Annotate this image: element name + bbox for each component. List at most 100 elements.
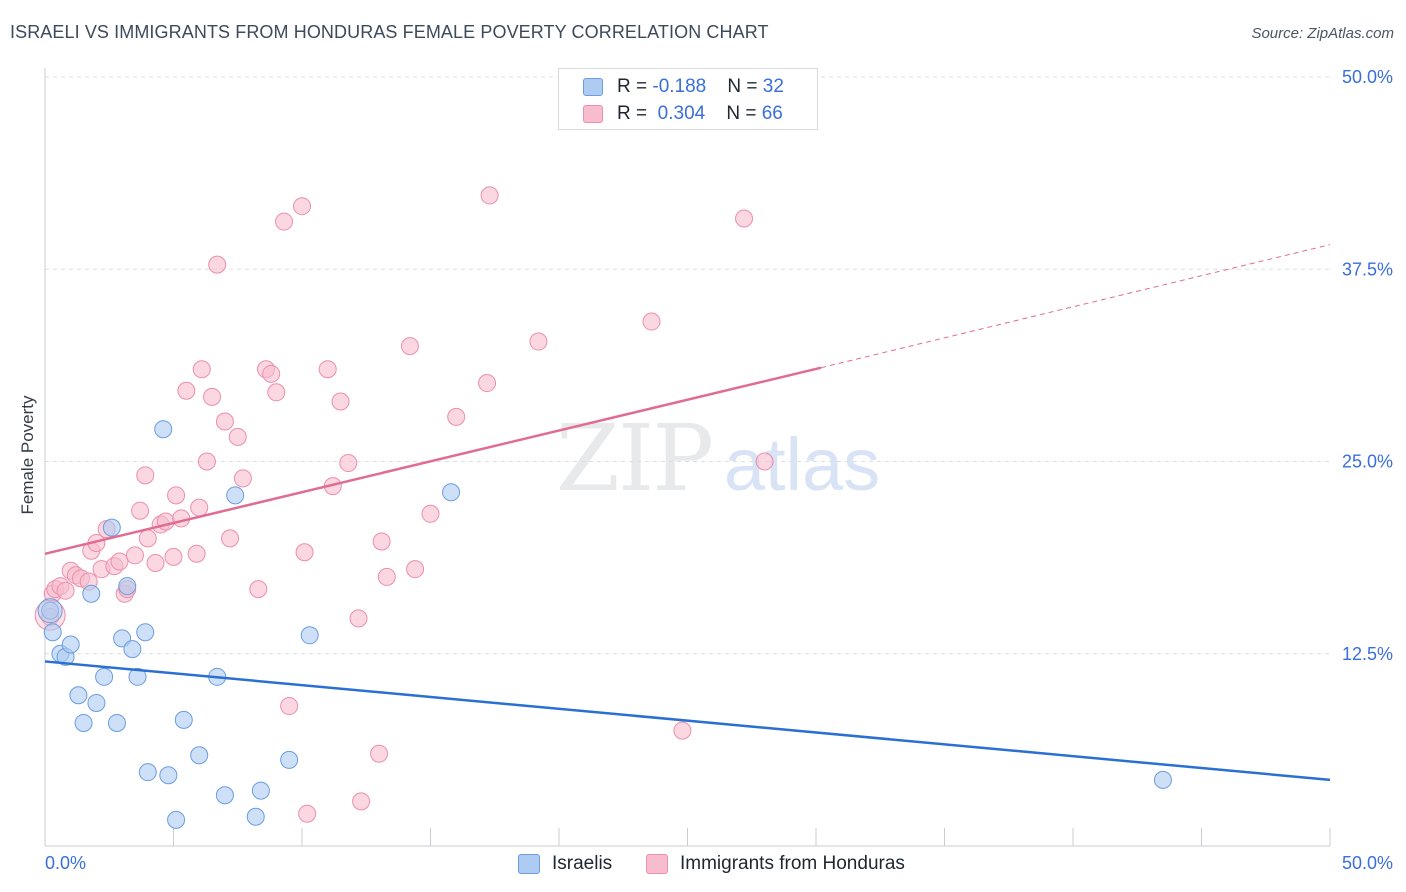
honduras-point xyxy=(56,581,75,600)
israelis-point xyxy=(174,710,193,729)
y-tick-label: 12.5% xyxy=(1342,644,1393,664)
israelis-point xyxy=(118,577,137,596)
honduras-point xyxy=(177,381,196,400)
honduras-point xyxy=(295,543,314,562)
honduras-point xyxy=(138,529,157,548)
r-value-honduras: 0.304 xyxy=(657,103,706,124)
israelis-point xyxy=(102,518,121,537)
israelis-legend-label: Israelis xyxy=(552,853,613,874)
honduras-point xyxy=(478,374,497,393)
honduras-point xyxy=(673,721,692,740)
honduras-point xyxy=(421,504,440,523)
israelis-point xyxy=(190,746,209,765)
israelis-point xyxy=(138,763,157,782)
israelis-point xyxy=(74,713,93,732)
honduras-point xyxy=(221,529,240,548)
honduras-point xyxy=(377,567,396,586)
honduras-point xyxy=(642,312,661,331)
honduras-legend-swatch xyxy=(646,854,668,874)
honduras-point xyxy=(318,360,337,379)
watermark-zip: ZIP xyxy=(556,405,712,512)
israelis-point xyxy=(251,781,270,800)
honduras-point xyxy=(755,452,774,471)
source-credit: Source: ZipAtlas.com xyxy=(1251,25,1394,42)
honduras-point xyxy=(400,337,419,356)
bottom-legend-honduras: Immigrants from Honduras xyxy=(646,851,905,877)
israelis-point xyxy=(167,810,186,829)
honduras-trend-extension xyxy=(821,244,1331,369)
honduras-point xyxy=(233,469,252,488)
israelis-point xyxy=(41,601,60,620)
honduras-point xyxy=(275,212,294,231)
israelis-point xyxy=(1153,770,1172,789)
honduras-point xyxy=(197,452,216,471)
israelis-swatch xyxy=(583,78,603,96)
honduras-point xyxy=(125,546,144,565)
n-value-israelis: 32 xyxy=(762,76,784,97)
honduras-point xyxy=(215,412,234,431)
honduras-point xyxy=(267,383,286,402)
honduras-point xyxy=(293,197,311,216)
honduras-point xyxy=(164,547,183,566)
x-tick-label-max: 50.0% xyxy=(1342,853,1393,873)
israelis-point xyxy=(246,807,265,826)
honduras-point xyxy=(339,454,358,473)
n-label: N = xyxy=(726,103,762,124)
israelis-point xyxy=(82,584,101,603)
honduras-swatch xyxy=(583,105,603,123)
israelis-point xyxy=(69,686,88,705)
honduras-point xyxy=(370,744,389,763)
honduras-point xyxy=(110,552,129,571)
honduras-point xyxy=(208,255,227,274)
y-tick-label: 25.0% xyxy=(1342,452,1393,472)
legend-row-israelis: R = -0.188 N = 32 xyxy=(583,74,784,100)
x-tick-label-min: 0.0% xyxy=(45,853,86,873)
honduras-point xyxy=(447,407,466,426)
israelis-point xyxy=(87,693,106,712)
y-tick-label: 37.5% xyxy=(1342,259,1393,279)
honduras-point xyxy=(192,360,211,379)
israelis-cluster-point xyxy=(37,598,63,624)
israelis-point xyxy=(107,713,126,732)
israelis-point xyxy=(128,667,147,686)
honduras-point xyxy=(735,209,754,228)
israelis-point xyxy=(136,623,155,642)
bottom-legend-israelis: Israelis xyxy=(518,851,612,877)
honduras-point xyxy=(529,332,548,351)
honduras-point xyxy=(349,609,368,628)
israelis-point xyxy=(61,635,80,654)
legend-row-honduras: R = 0.304 N = 66 xyxy=(583,101,783,127)
israelis-point xyxy=(226,486,245,505)
honduras-point xyxy=(228,427,247,446)
honduras-legend-label: Immigrants from Honduras xyxy=(680,853,905,874)
honduras-point xyxy=(203,387,222,406)
watermark-atlas: atlas xyxy=(724,423,880,506)
israelis-point xyxy=(215,786,234,805)
honduras-point xyxy=(352,792,371,811)
israelis-point xyxy=(442,483,461,502)
correlation-legend: R = -0.188 N = 32 R = 0.304 N = 66 xyxy=(558,68,818,130)
israelis-point xyxy=(123,640,142,659)
israelis-point xyxy=(154,420,173,439)
honduras-point xyxy=(167,486,186,505)
watermark: ZIP atlas xyxy=(556,405,880,512)
honduras-trend-line xyxy=(44,366,822,555)
r-label: R = xyxy=(617,76,653,97)
israelis-legend-swatch xyxy=(518,854,540,874)
honduras-point xyxy=(249,580,268,599)
israelis-point xyxy=(300,626,319,645)
y-tick-label: 50.0% xyxy=(1342,67,1393,87)
honduras-point xyxy=(331,392,350,411)
honduras-point xyxy=(187,544,206,563)
israelis-point xyxy=(159,766,178,785)
honduras-point xyxy=(406,560,425,579)
israelis-point xyxy=(280,750,299,769)
honduras-point xyxy=(298,804,317,823)
israelis-point xyxy=(43,623,62,642)
honduras-point xyxy=(131,501,150,520)
israelis-point xyxy=(95,667,114,686)
n-label: N = xyxy=(727,76,763,97)
honduras-point xyxy=(190,498,209,517)
n-value-honduras: 66 xyxy=(761,103,783,124)
